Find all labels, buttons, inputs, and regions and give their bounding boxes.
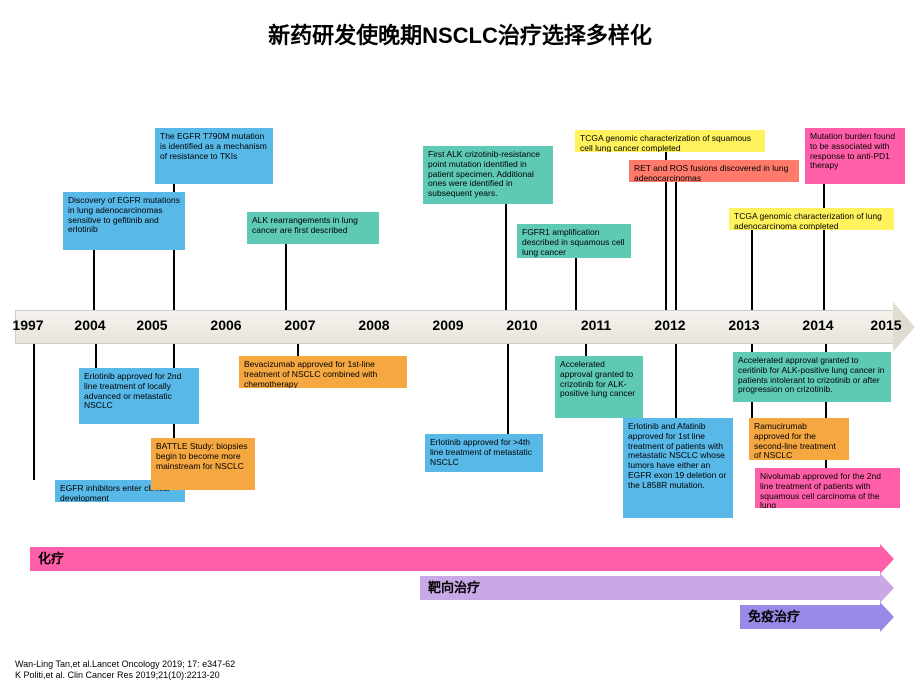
year-label: 2005 [131,317,173,333]
event-box: TCGA genomic characterization of lung ad… [729,208,894,230]
tick-line [297,344,299,356]
year-label: 2004 [69,317,111,333]
year-label: 2009 [427,317,469,333]
event-box: Erlotinib approved for 2nd line treatmen… [79,368,199,424]
tick-line [823,184,825,310]
therapy-arrow: 化疗 [30,547,880,571]
therapy-arrow: 免疫治疗 [740,605,880,629]
event-box: Nivolumab approved for the 2nd line trea… [755,468,900,508]
event-box: Erlotinib approved for >4th line treatme… [425,434,543,472]
event-box: Accelerated approval granted to ceritini… [733,352,891,402]
timeline: 1997200420052006200720082009201020112012… [15,60,905,580]
tick-line [675,344,677,418]
year-label: 1997 [7,317,49,333]
citation: Wan-Ling Tan,et al.Lancet Oncology 2019;… [15,659,235,682]
year-label: 2012 [649,317,691,333]
event-box: The EGFR T790M mutation is identified as… [155,128,273,184]
tick-line [575,258,577,310]
therapy-arrow-head [880,602,894,632]
year-label: 2007 [279,317,321,333]
event-box: RET and ROS fusions discovered in lung a… [629,160,799,182]
tick-line [285,244,287,310]
year-label: 2014 [797,317,839,333]
year-label: 2010 [501,317,543,333]
event-box: FGFR1 amplification described in squamou… [517,224,631,258]
event-box: TCGA genomic characterization of squamou… [575,130,765,152]
event-box: ALK rearrangements in lung cancer are fi… [247,212,379,244]
page-title: 新药研发使晚期NSCLC治疗选择多样化 [0,18,920,50]
therapy-arrow-head [880,544,894,574]
tick-line [585,344,587,356]
event-box: First ALK crizotinib-resistance point mu… [423,146,553,204]
year-label: 2006 [205,317,247,333]
event-box: BATTLE Study: biopsies begin to become m… [151,438,255,490]
tick-line [675,182,677,310]
tick-line [751,230,753,310]
event-box: Erlotinib and Afatinib approved for 1st … [623,418,733,518]
tick-line [33,344,35,480]
event-box: Bevacizumab approved for 1st-line treatm… [239,356,407,388]
event-box: Mutation burden found to be associated w… [805,128,905,184]
event-box: Ramucirumab approved for the second-line… [749,418,849,460]
citation-line: K Politi,et al. Clin Cancer Res 2019;21(… [15,670,235,682]
tick-line [505,204,507,310]
tick-line [93,250,95,310]
therapy-arrow: 靶向治疗 [420,576,880,600]
event-box: Discovery of EGFR mutations in lung aden… [63,192,185,250]
year-label: 2013 [723,317,765,333]
tick-line [95,344,97,368]
year-label: 2011 [575,317,617,333]
year-label: 2008 [353,317,395,333]
therapy-arrow-head [880,573,894,603]
year-label: 2015 [865,317,907,333]
citation-line: Wan-Ling Tan,et al.Lancet Oncology 2019;… [15,659,235,671]
tick-line [507,344,509,434]
event-box: Accelerated approval granted to crizotin… [555,356,643,418]
